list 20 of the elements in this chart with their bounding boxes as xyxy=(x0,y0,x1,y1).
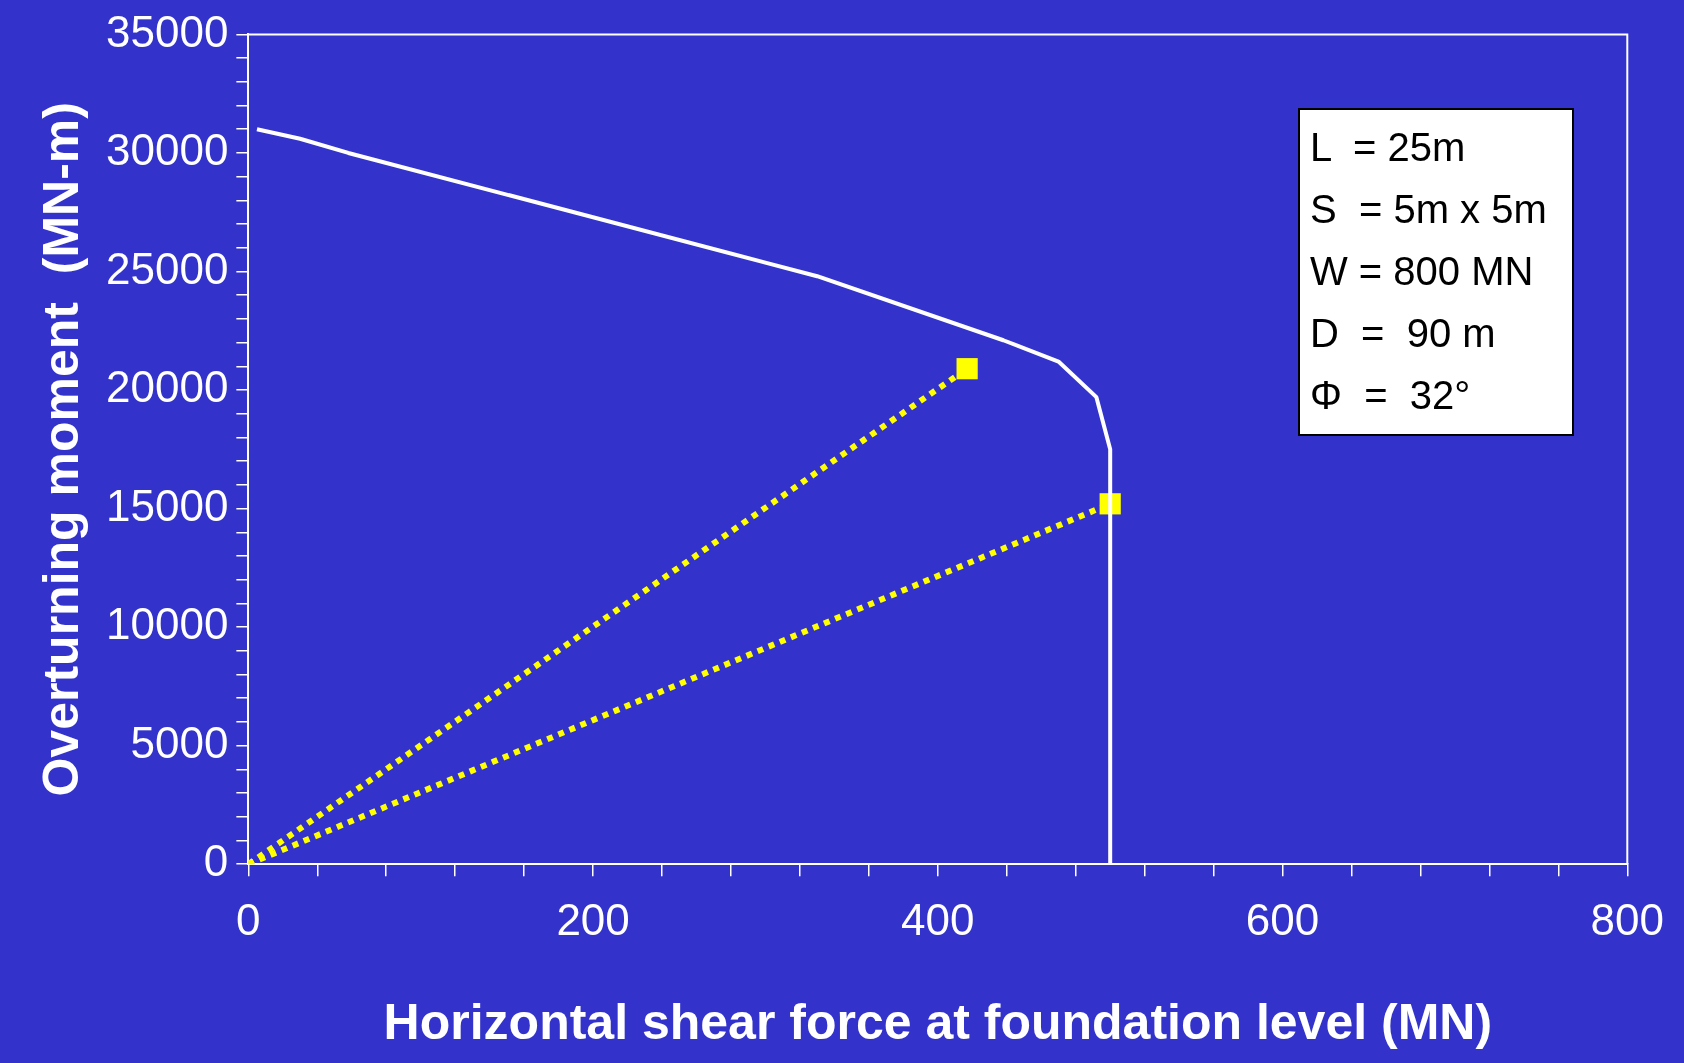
y-tick-label: 0 xyxy=(203,836,229,886)
x-tick-label: 0 xyxy=(236,894,261,944)
x-tick-label: 800 xyxy=(1590,894,1664,944)
y-tick-label: 35000 xyxy=(105,6,229,56)
y-tick-label: 5000 xyxy=(130,717,229,767)
y-tick-label: 25000 xyxy=(105,243,229,293)
y-tick-label: 15000 xyxy=(105,480,229,530)
x-tick-label: 200 xyxy=(556,894,630,944)
y-tick-label: 10000 xyxy=(105,599,229,649)
y-axis-title: Overturning moment (MN-m) xyxy=(32,102,89,797)
annotation: S = 5m x 5m xyxy=(1310,186,1548,233)
annotation: D = 90 m xyxy=(1310,310,1497,357)
y-tick-label: 20000 xyxy=(105,362,229,412)
x-axis-title: Horizontal shear force at foundation level (MN) xyxy=(383,993,1493,1050)
annotation: Φ = 32° xyxy=(1310,372,1472,419)
x-tick-label: 600 xyxy=(1245,894,1320,944)
x-tick-label: 400 xyxy=(901,894,975,944)
y-tick-label: 30000 xyxy=(105,125,229,175)
annotation: L = 25m xyxy=(1310,124,1467,171)
annotation: W = 800 MN xyxy=(1310,248,1535,295)
